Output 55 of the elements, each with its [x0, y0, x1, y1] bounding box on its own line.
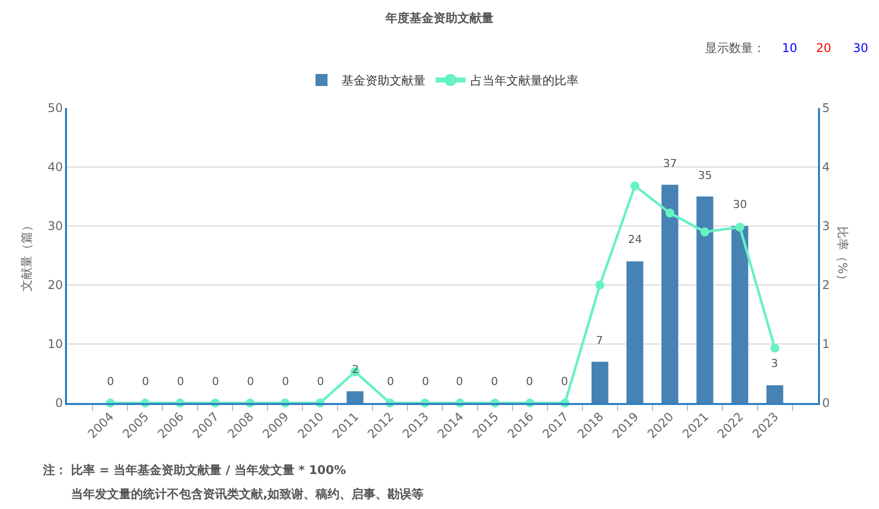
point [595, 280, 604, 290]
bar [696, 196, 714, 403]
data-label: 3 [771, 357, 778, 370]
text: 30 [853, 41, 868, 55]
y2-axis-title: 比率（%） [836, 226, 850, 286]
y-tick-label: 30 [48, 219, 63, 234]
legend-label: 基金资助文献量 [342, 74, 426, 88]
data-label: 0 [177, 375, 184, 388]
chart-title: 年度基金资助文献量 [384, 11, 494, 26]
data-label: 35 [698, 169, 712, 182]
point [700, 227, 710, 236]
data-label: 30 [733, 198, 747, 211]
data-label: 0 [526, 375, 533, 388]
y-tick-label: 10 [48, 337, 63, 352]
y-tick-label: 40 [48, 160, 63, 174]
data-label: 0 [422, 375, 429, 388]
y2-tick-label: 5 [822, 101, 830, 116]
point [735, 222, 744, 232]
y2-tick-label: 3 [822, 219, 830, 234]
text: 10 [782, 41, 798, 55]
text: 20 [816, 41, 832, 55]
data-label: 0 [387, 375, 394, 388]
data-label: 37 [663, 157, 677, 170]
point [630, 181, 640, 190]
data-label: 24 [628, 233, 642, 246]
legend-label: 占当年文献量的比率 [470, 74, 578, 88]
data-label: 0 [456, 375, 463, 388]
y2-tick-label: 2 [822, 278, 830, 292]
text: 注： 比率 = 当年基金资助文献量 / 当年发文量 * 100% [42, 463, 346, 477]
point [665, 208, 674, 218]
bar [346, 391, 364, 403]
bar [592, 362, 608, 403]
bar [766, 385, 784, 403]
text: 当年发文量的统计不包含资讯类文献,如致谢、稿约、启事、勘误等 [71, 487, 424, 501]
data-label: 0 [282, 375, 289, 388]
y-tick-label: 20 [48, 278, 63, 292]
data-label: 0 [247, 375, 254, 388]
y-axis-title: 文献量（篇） [19, 220, 34, 292]
y-tick-label: 50 [48, 101, 63, 116]
y2-tick-label: 0 [822, 396, 830, 410]
data-label: 7 [596, 334, 603, 347]
bar [731, 226, 748, 403]
bar [626, 261, 644, 403]
y-tick-label: 0 [55, 396, 63, 410]
point [770, 344, 780, 353]
data-label: 0 [561, 375, 568, 388]
y2-tick-label: 4 [822, 160, 830, 174]
data-label: 0 [317, 375, 324, 388]
y2-tick-label: 1 [822, 337, 830, 352]
data-label: 0 [107, 375, 114, 388]
bar [661, 184, 678, 403]
data-label: 0 [491, 375, 498, 388]
data-label: 0 [212, 375, 219, 388]
data-label: 0 [142, 375, 149, 388]
text: 显示数量： [705, 41, 765, 55]
